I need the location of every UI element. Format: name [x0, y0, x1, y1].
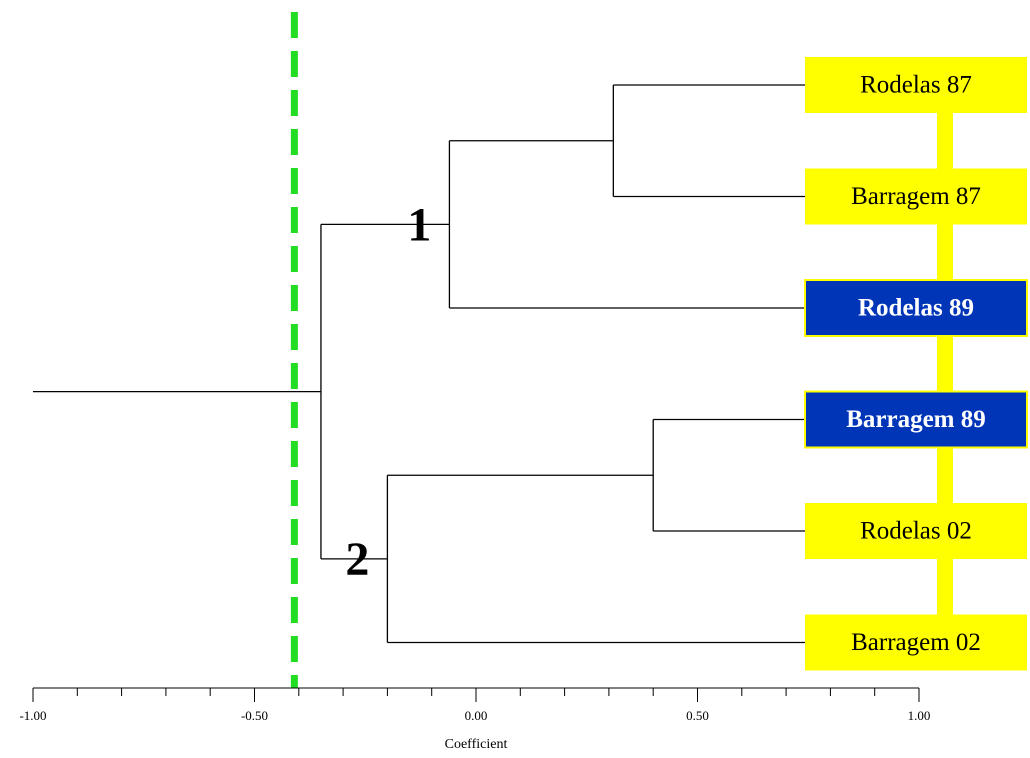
cluster-label: 1: [407, 198, 431, 251]
x-tick-label: -1.00: [19, 708, 46, 723]
x-tick-label: -0.50: [241, 708, 268, 723]
leaf-label: Barragem 87: [851, 183, 981, 210]
x-axis-title: Coefficient: [445, 737, 508, 752]
leaf-label: Barragem 02: [851, 629, 981, 656]
branch-layer: [33, 84, 805, 644]
x-tick-label: 1.00: [908, 708, 931, 723]
leaf-label: Barragem 89: [846, 406, 986, 433]
leaf-box: [805, 57, 1027, 113]
cluster-label-layer: 12: [345, 198, 431, 586]
x-axis: -1.00 -0.50 0.00 0.50 1.00 Coefficient: [19, 687, 931, 752]
cluster-label: 2: [345, 533, 369, 586]
x-tick-label: 0.00: [465, 708, 488, 723]
leaf-box: [805, 614, 1027, 671]
leaf-label: Rodelas 87: [860, 72, 972, 99]
leaf-box: [804, 279, 1028, 337]
leaf-label: Rodelas 89: [858, 295, 974, 322]
leaf-box: [805, 503, 1027, 559]
leaf-box: [804, 390, 1028, 449]
leaf-box: [805, 168, 1027, 225]
leaf-layer: Rodelas 87 Barragem 87 Rodelas 89 Barragem …: [804, 57, 1028, 671]
x-tick-label: 0.50: [686, 708, 709, 723]
leaf-label: Rodelas 02: [860, 518, 972, 545]
